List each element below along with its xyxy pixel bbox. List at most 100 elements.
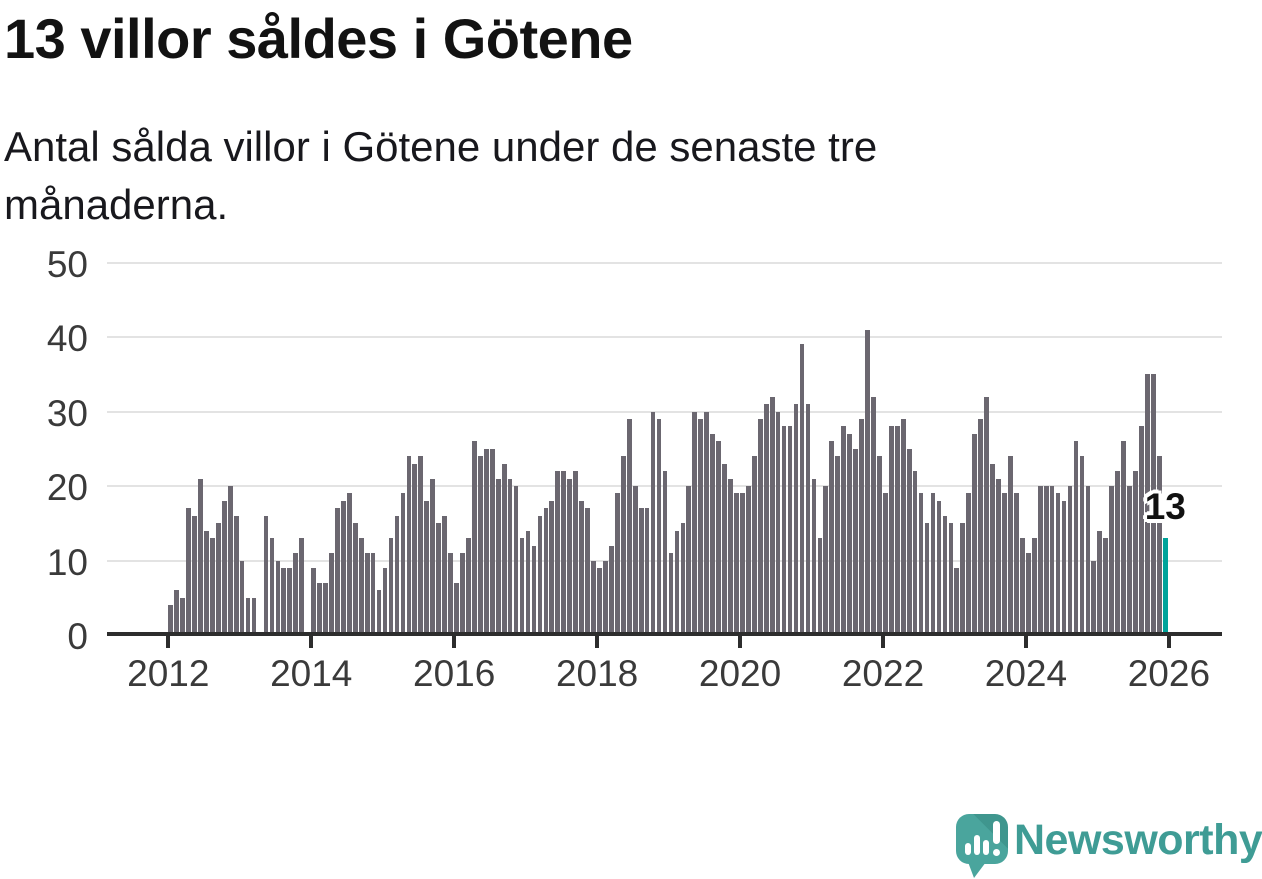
bar	[585, 508, 590, 635]
bar	[192, 515, 197, 635]
bar	[763, 404, 769, 635]
y-axis-tick-label: 20	[46, 467, 88, 508]
bar	[483, 448, 489, 635]
bar	[317, 582, 322, 635]
bar	[609, 545, 614, 635]
bar	[817, 538, 823, 635]
bar	[930, 493, 936, 635]
bar	[269, 538, 275, 635]
bar	[358, 538, 364, 635]
bar	[1020, 538, 1025, 635]
bar	[376, 590, 382, 635]
x-axis-tick	[595, 634, 600, 648]
gridline	[107, 410, 1222, 413]
x-axis-tick-label: 2014	[270, 653, 353, 694]
y-axis-tick-label: 10	[46, 541, 88, 583]
bar	[1061, 500, 1067, 635]
bar	[1139, 426, 1144, 635]
bar	[1109, 486, 1115, 635]
bar	[1025, 553, 1031, 635]
bar	[507, 478, 513, 635]
bar	[549, 500, 555, 635]
bar	[436, 523, 441, 635]
bar	[251, 597, 257, 635]
bar	[871, 396, 876, 635]
bar	[912, 471, 918, 635]
y-axis-tick-label: 40	[46, 318, 88, 359]
x-axis-tick	[452, 634, 457, 648]
logo-bar-icon	[965, 843, 971, 855]
bar	[936, 500, 942, 635]
bar	[603, 560, 608, 635]
bar	[1073, 441, 1079, 635]
bar	[346, 493, 352, 635]
bar	[769, 396, 775, 635]
bar	[543, 508, 549, 635]
bar	[966, 493, 972, 635]
bar	[823, 486, 829, 635]
brand-name: Newsworthy	[1014, 816, 1262, 864]
bar	[454, 582, 459, 635]
bar	[960, 523, 966, 635]
x-axis-tick-label: 2012	[127, 653, 210, 694]
logo-bar-icon	[983, 840, 989, 855]
y-axis-tick-label: 30	[46, 392, 88, 434]
bar	[591, 560, 596, 635]
bar	[751, 456, 757, 635]
bar	[668, 553, 674, 635]
gridline	[107, 336, 1222, 338]
bar	[287, 567, 293, 635]
bar	[793, 404, 799, 635]
bar	[299, 538, 305, 635]
bar	[1115, 471, 1120, 635]
bar	[954, 567, 960, 635]
x-axis-tick	[309, 634, 314, 648]
bar	[293, 553, 299, 635]
bar	[799, 344, 805, 635]
bar	[656, 418, 662, 635]
bar	[1002, 493, 1007, 635]
bar	[835, 456, 841, 635]
bar	[924, 523, 930, 635]
bar	[1031, 538, 1037, 635]
bar	[394, 515, 400, 635]
bar	[1049, 486, 1055, 635]
bar	[227, 486, 233, 635]
bar	[186, 508, 191, 635]
bar	[341, 500, 346, 635]
bar	[1037, 486, 1043, 635]
y-axis-tick-label: 0	[67, 616, 88, 657]
bar	[722, 463, 727, 635]
bar	[859, 418, 864, 635]
bar	[1145, 374, 1150, 635]
chart-subtitle: Antal sålda villor i Götene under de sen…	[4, 118, 877, 234]
bar	[204, 530, 209, 635]
x-axis-tick	[738, 634, 743, 648]
bar	[906, 448, 912, 635]
bar	[1014, 493, 1019, 635]
bar	[335, 508, 340, 635]
bar	[400, 493, 406, 635]
bar	[329, 553, 334, 635]
bar	[781, 426, 787, 635]
bar	[531, 545, 537, 635]
bar	[984, 396, 989, 635]
bar	[245, 597, 251, 635]
bar	[746, 486, 751, 635]
bar	[495, 478, 501, 635]
bar	[805, 404, 811, 635]
bar	[561, 471, 567, 635]
bar	[704, 411, 710, 635]
bar	[757, 418, 763, 635]
bar	[990, 463, 995, 635]
bar	[466, 538, 471, 635]
bar	[1097, 530, 1103, 635]
highlighted-bar	[1162, 538, 1168, 635]
bar	[638, 508, 644, 635]
bar	[525, 530, 531, 635]
x-axis-line	[107, 632, 1222, 636]
bar	[811, 478, 817, 635]
bar	[632, 486, 638, 635]
bar	[448, 553, 453, 635]
